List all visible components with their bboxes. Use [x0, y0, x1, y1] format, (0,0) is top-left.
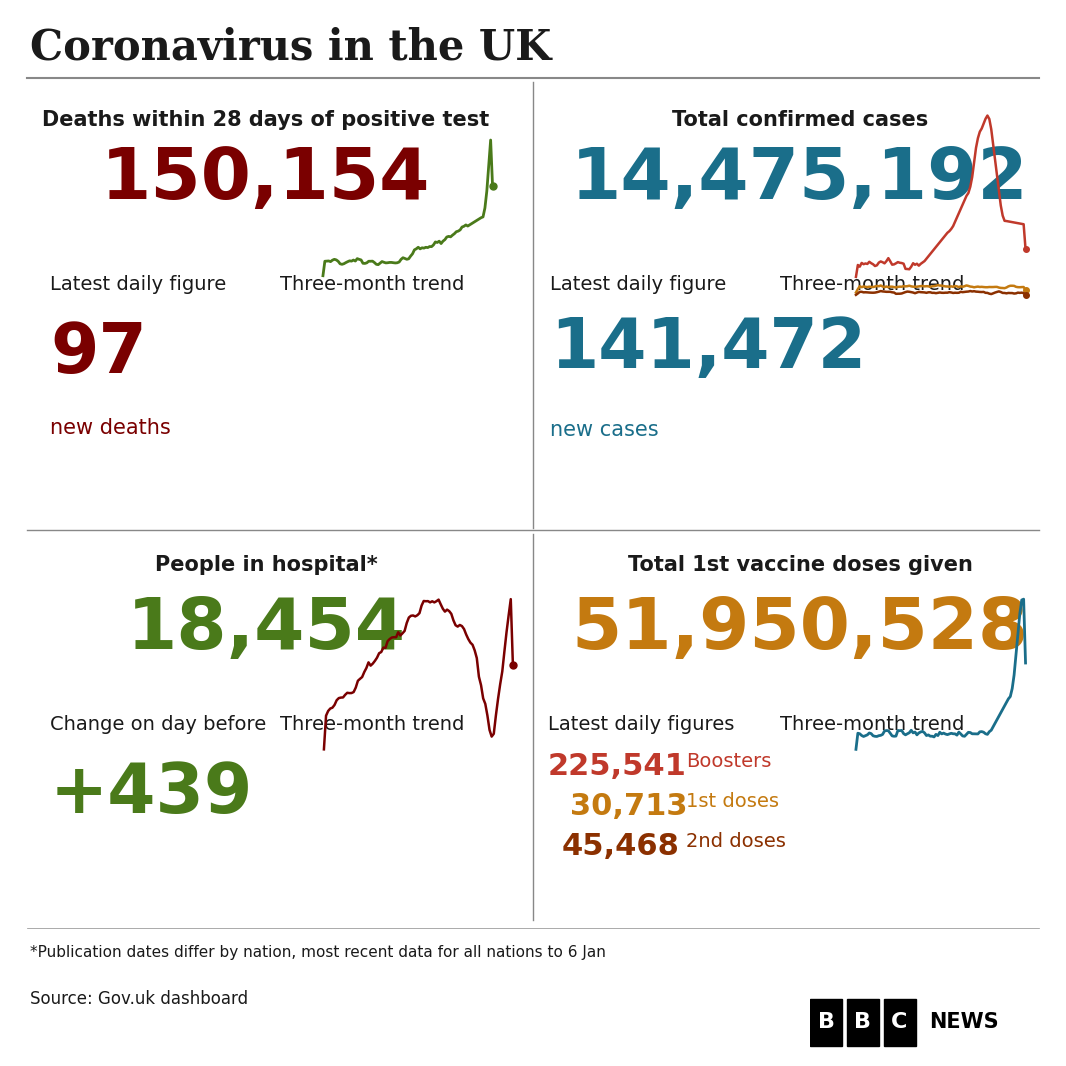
- Text: NEWS: NEWS: [930, 1013, 999, 1032]
- Text: 30,713: 30,713: [570, 792, 688, 821]
- Text: B: B: [854, 1013, 871, 1032]
- FancyBboxPatch shape: [884, 999, 916, 1046]
- Text: 14,475,192: 14,475,192: [571, 145, 1029, 214]
- Text: B: B: [818, 1013, 835, 1032]
- Text: C: C: [891, 1013, 908, 1032]
- Text: Total 1st vaccine doses given: Total 1st vaccine doses given: [628, 555, 972, 575]
- Text: 225,541: 225,541: [548, 752, 687, 781]
- Text: Latest daily figure: Latest daily figure: [50, 275, 226, 294]
- Text: Coronavirus in the UK: Coronavirus in the UK: [30, 27, 551, 69]
- Text: Latest daily figure: Latest daily figure: [550, 275, 726, 294]
- Text: Three-month trend: Three-month trend: [280, 275, 465, 294]
- Text: Change on day before: Change on day before: [50, 715, 266, 734]
- Text: 97: 97: [50, 320, 147, 387]
- Text: new cases: new cases: [550, 420, 659, 440]
- Text: Deaths within 28 days of positive test: Deaths within 28 days of positive test: [43, 110, 489, 130]
- Text: 150,154: 150,154: [101, 145, 431, 214]
- Text: Three-month trend: Three-month trend: [280, 715, 465, 734]
- Text: Total confirmed cases: Total confirmed cases: [672, 110, 928, 130]
- Text: Three-month trend: Three-month trend: [780, 275, 965, 294]
- Text: *Publication dates differ by nation, most recent data for all nations to 6 Jan: *Publication dates differ by nation, mos…: [30, 944, 605, 960]
- Text: 45,468: 45,468: [562, 831, 680, 861]
- Text: +439: +439: [50, 760, 254, 827]
- Text: 2nd doses: 2nd doses: [687, 831, 786, 851]
- Text: 141,472: 141,472: [550, 314, 866, 382]
- Text: new deaths: new deaths: [50, 418, 171, 438]
- FancyBboxPatch shape: [846, 999, 878, 1046]
- Text: Boosters: Boosters: [687, 752, 772, 771]
- Text: 51,950,528: 51,950,528: [571, 595, 1029, 664]
- Text: People in hospital*: People in hospital*: [155, 555, 377, 575]
- Text: 18,454: 18,454: [127, 595, 405, 664]
- Text: Latest daily figures: Latest daily figures: [548, 715, 734, 734]
- Text: Source: Gov.uk dashboard: Source: Gov.uk dashboard: [30, 990, 248, 1008]
- Text: Three-month trend: Three-month trend: [780, 715, 965, 734]
- Text: 1st doses: 1st doses: [687, 792, 779, 811]
- FancyBboxPatch shape: [810, 999, 842, 1046]
